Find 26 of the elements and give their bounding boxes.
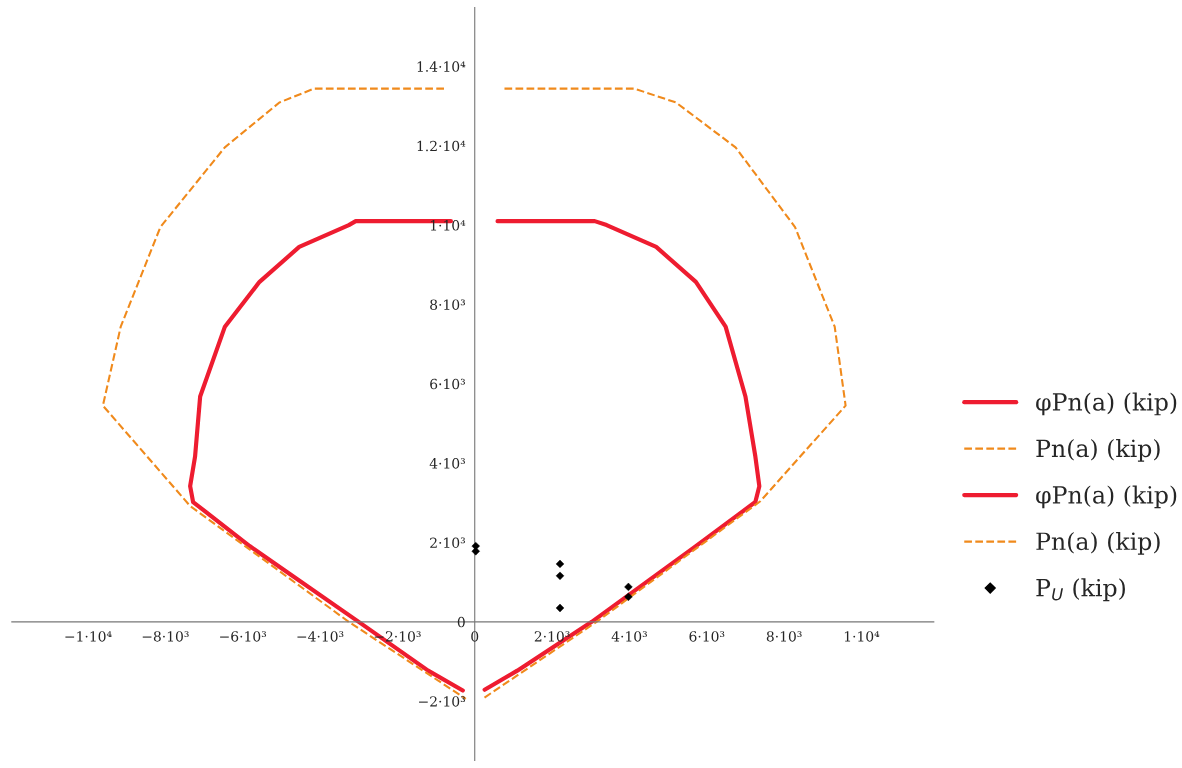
legend-label: φPn(a) (kip) xyxy=(1036,392,1177,416)
legend-label: P$_{U}$ (kip) xyxy=(1036,578,1125,602)
x-tick-label: 4·10³ xyxy=(611,631,647,642)
legend-label: Pn(a) (kip) xyxy=(1036,531,1160,555)
x-tick-label: −1·10⁴ xyxy=(65,631,112,642)
x-tick-label: 8·10³ xyxy=(766,631,802,642)
legend-label: φPn(a) (kip) xyxy=(1036,485,1177,509)
y-tick-label: 4·10³ xyxy=(429,458,465,469)
x-tick-label: −6·10³ xyxy=(220,631,267,642)
y-tick-label: 1.4·10⁴ xyxy=(417,61,466,72)
line-series xyxy=(482,219,762,692)
y-tick-label: −2·10³ xyxy=(419,696,465,707)
y-tick-label: 8·10³ xyxy=(430,299,465,310)
x-tick-label: −4·10³ xyxy=(297,631,344,642)
legend-label: Pn(a) (kip) xyxy=(1036,438,1160,462)
line-series xyxy=(481,87,847,700)
x-tick-label: 0 xyxy=(471,631,479,642)
y-tick-label: 1.2·10⁴ xyxy=(417,140,466,152)
x-tick-label: −8·10³ xyxy=(142,631,189,642)
line-series xyxy=(188,219,465,693)
y-tick-label: 0 xyxy=(457,616,465,628)
y-tick-label: 6·10³ xyxy=(430,378,465,390)
x-tick-label: 1·10⁴ xyxy=(844,631,880,642)
x-tick-label: 6·10³ xyxy=(689,631,725,642)
y-tick-label: 2·10³ xyxy=(430,537,465,548)
y-tick-label: 1·10⁴ xyxy=(430,220,466,231)
